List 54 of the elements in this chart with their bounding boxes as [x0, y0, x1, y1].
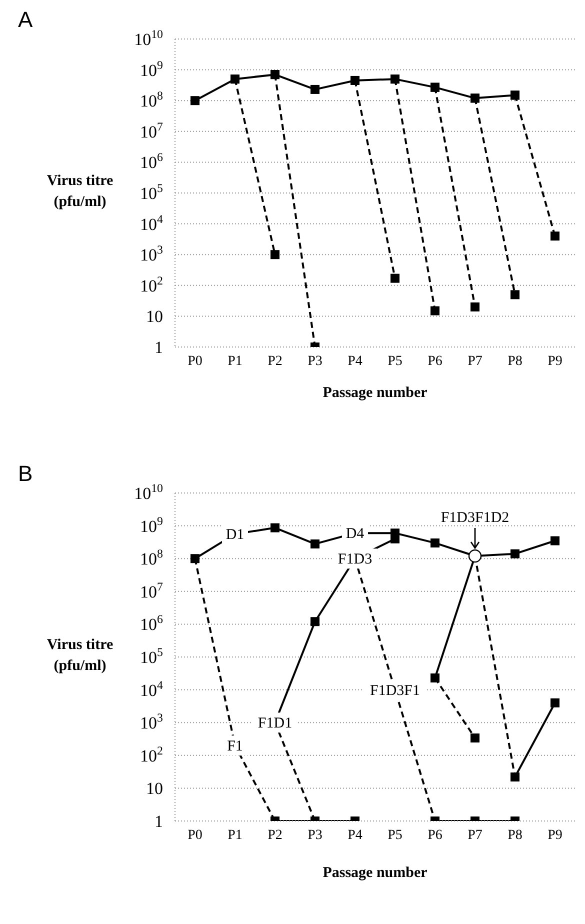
y-tick-label: 10$^{5}$ [140, 181, 164, 203]
x-tick-label: P5 [388, 354, 402, 369]
y-tick-label: 10$^{4}$ [140, 678, 164, 700]
y-tick-label: 10 [146, 779, 163, 798]
annotation: F1D3F1 [370, 682, 420, 699]
y-tick-label: 10$^{8}$ [140, 88, 164, 111]
y-tick-label: 10$^{10}$ [134, 481, 164, 503]
y-axis-title: Virus titre (pfu/ml) [46, 636, 114, 676]
annotation: D4 [346, 526, 365, 542]
y-tick-label: 10$^{4}$ [140, 212, 164, 234]
x-axis-title: Passage number [322, 865, 428, 882]
y-tick-label: 10$^{7}$ [140, 119, 164, 142]
y-tick-label: 10$^{9}$ [140, 58, 164, 80]
y-tick-label: 10$^{7}$ [140, 579, 164, 602]
x-tick-label: P1 [228, 828, 242, 843]
y-tick-label: 10$^{10}$ [134, 27, 164, 49]
x-tick-label: P0 [188, 354, 202, 369]
y-tick-label: 10$^{6}$ [140, 612, 164, 634]
annotation: F1 [227, 738, 243, 755]
x-tick-label: P3 [308, 828, 322, 843]
y-tick-label: 10 [146, 307, 163, 326]
chart-title: A [18, 7, 33, 33]
y-tick-label: 1 [154, 812, 163, 831]
x-tick-label: P5 [388, 828, 402, 843]
x-tick-label: P3 [308, 354, 322, 369]
annotation: F1D1 [258, 716, 292, 732]
x-tick-label: P0 [188, 828, 202, 843]
chart-title: B [18, 461, 33, 487]
x-tick-label: P8 [508, 828, 522, 843]
x-axis-title: Passage number [322, 385, 428, 402]
x-tick-label: P9 [548, 354, 562, 369]
x-tick-label: P4 [348, 828, 362, 843]
x-tick-label: P1 [228, 354, 242, 369]
x-tick-label: P7 [468, 828, 482, 843]
y-tick-label: 10$^{9}$ [140, 514, 164, 536]
x-tick-label: P8 [508, 354, 522, 369]
y-tick-label: 1 [154, 338, 163, 357]
annotation: D1 [226, 527, 244, 544]
x-tick-label: P4 [348, 354, 362, 369]
x-tick-label: P9 [548, 828, 562, 843]
y-tick-label: 10$^{3}$ [140, 242, 164, 265]
annotation: F1D3F1D2 [440, 510, 510, 526]
y-tick-label: 10$^{8}$ [140, 546, 164, 569]
y-tick-label: 10$^{2}$ [140, 743, 164, 766]
y-tick-label: 10$^{5}$ [140, 645, 164, 667]
x-tick-label: P6 [428, 828, 442, 843]
x-tick-label: P6 [428, 354, 442, 369]
y-tick-label: 10$^{2}$ [140, 273, 164, 296]
y-axis-title: Virus titre (pfu/ml) [46, 172, 114, 212]
y-tick-label: 10$^{6}$ [140, 150, 164, 172]
y-tick-label: 10$^{3}$ [140, 710, 164, 733]
x-tick-label: P2 [268, 828, 282, 843]
x-tick-label: P7 [468, 354, 482, 369]
x-tick-label: P2 [268, 354, 282, 369]
